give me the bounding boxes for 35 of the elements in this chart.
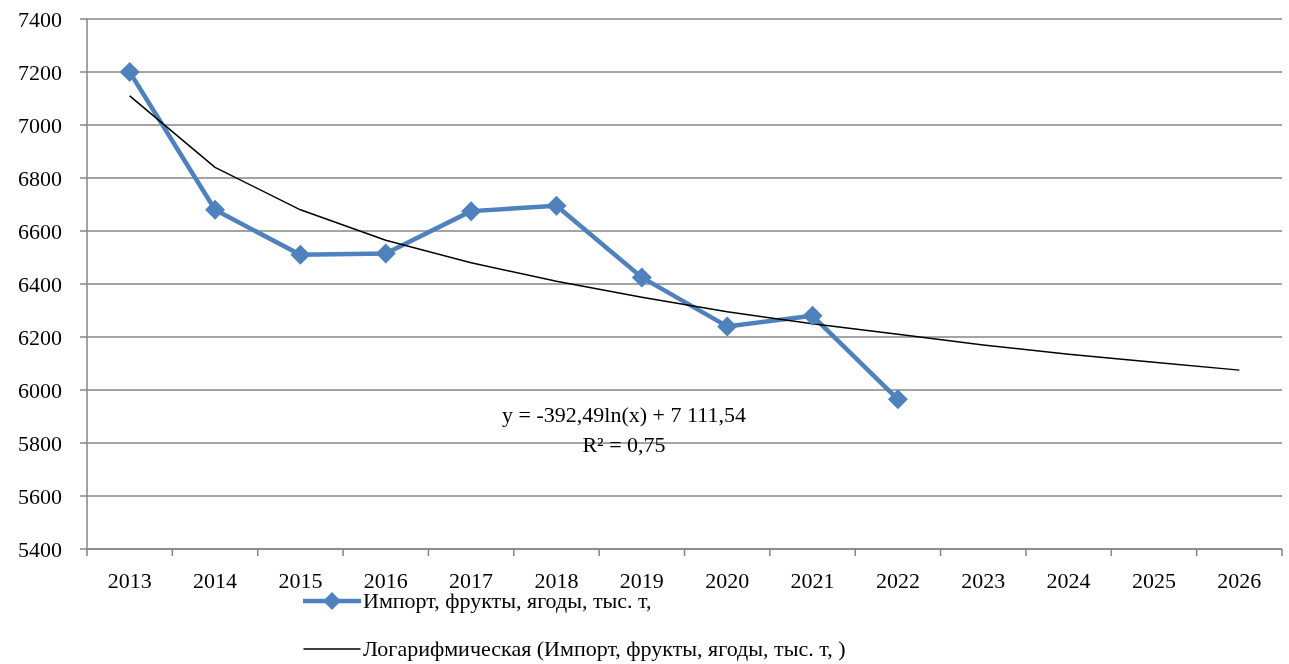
annotation: y = -392,49ln(x) + 7 111,54 [502, 402, 746, 428]
x-tick-label: 2026 [1217, 568, 1262, 593]
point [887, 389, 908, 410]
y-tick-label: 6600 [18, 218, 62, 244]
x-tick-label: 2021 [790, 568, 835, 593]
y-tick-label: 7400 [18, 6, 62, 32]
point [375, 243, 396, 264]
x-tick-label: 2015 [278, 568, 323, 593]
y-tick-label: 5800 [18, 430, 62, 456]
annotation: R² = 0,75 [582, 432, 666, 458]
y-tick-label: 6200 [18, 324, 62, 350]
y-tick-label: 5600 [18, 483, 62, 509]
x-tick-label: 2013 [107, 568, 152, 593]
point [290, 244, 311, 265]
x-tick-label: 2014 [193, 568, 238, 593]
x-tick-label: 2020 [705, 568, 750, 593]
y-tick-label: 7200 [18, 59, 62, 85]
point [802, 305, 823, 326]
y-tick-label: 5400 [18, 536, 62, 562]
y-tick-label: 6000 [18, 377, 62, 403]
x-tick-label: 2023 [961, 568, 1006, 593]
legend-label: Логарифмическая (Импорт, фрукты, ягоды, тыс. т, ) [363, 636, 846, 662]
y-tick-label: 6800 [18, 165, 62, 191]
y-tick-label: 6400 [18, 271, 62, 297]
point [119, 62, 140, 82]
y-tick-label: 7000 [18, 112, 62, 138]
point [461, 201, 482, 222]
point [631, 267, 652, 288]
line-series [128, 95, 1241, 371]
point [546, 195, 567, 216]
x-tick-label: 2024 [1046, 568, 1091, 593]
x-tick-label: 2022 [875, 568, 920, 593]
x-tick-label: 2025 [1131, 568, 1176, 593]
point [205, 199, 226, 220]
point [717, 316, 738, 337]
